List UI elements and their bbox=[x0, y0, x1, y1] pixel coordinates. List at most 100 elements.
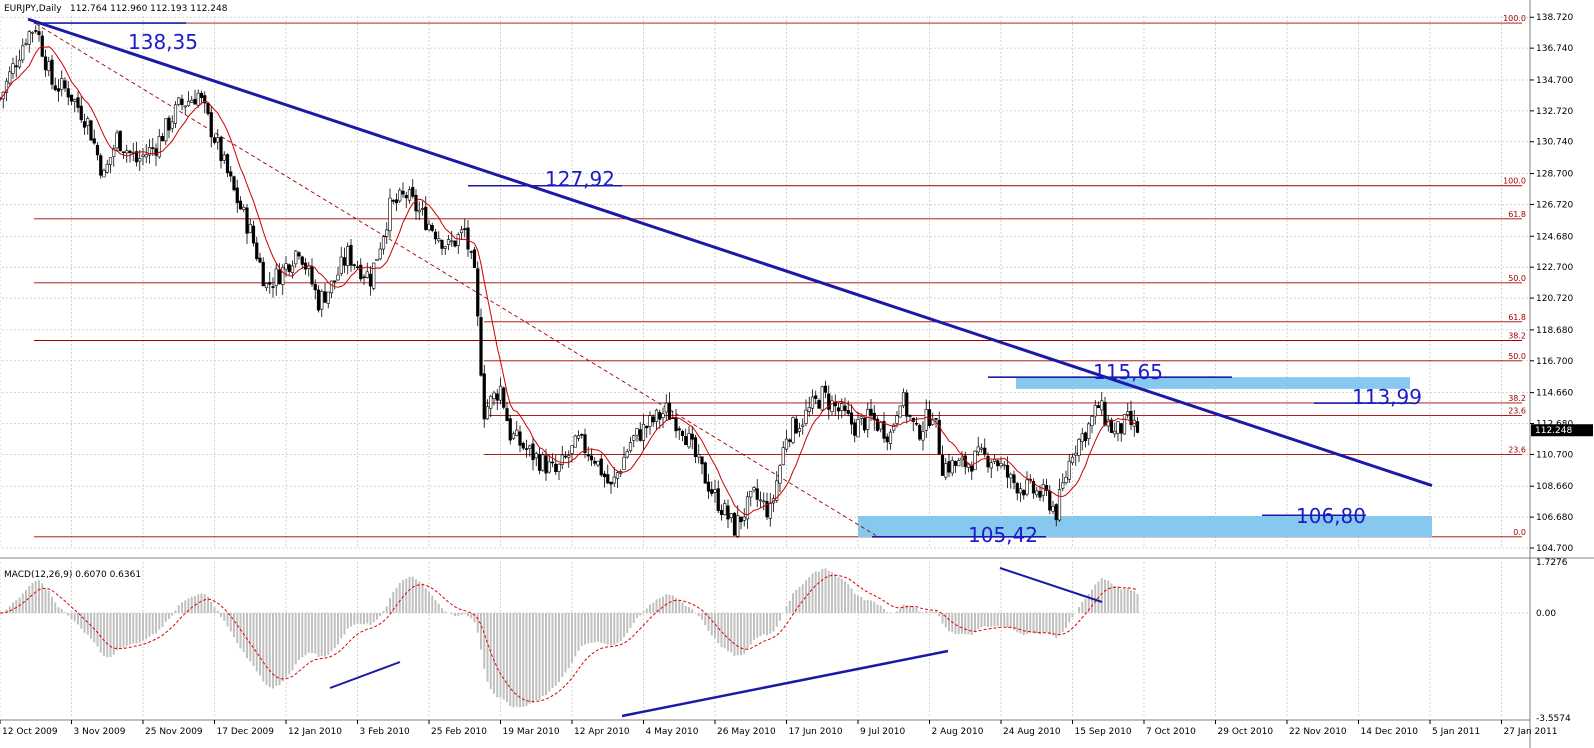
bull-candle bbox=[979, 447, 984, 450]
macd-tick-label: 0.00 bbox=[1536, 609, 1556, 619]
bear-candle bbox=[160, 136, 165, 142]
bull-candle bbox=[775, 480, 779, 501]
bear-candle bbox=[996, 460, 1000, 467]
fib-level-label: 100.0 bbox=[1503, 177, 1526, 186]
bear-candle bbox=[836, 407, 841, 412]
bull-candle bbox=[1126, 411, 1130, 415]
bear-candle bbox=[544, 455, 548, 474]
bear-candle bbox=[658, 412, 662, 420]
bull-candle bbox=[768, 502, 772, 519]
bull-candle bbox=[242, 206, 246, 211]
bear-candle bbox=[583, 434, 587, 454]
bear-candle bbox=[651, 416, 655, 423]
bull-candle bbox=[157, 136, 161, 158]
support-resistance-zones bbox=[858, 377, 1432, 538]
bear-candle bbox=[212, 137, 217, 143]
price-tick-label: 124.680 bbox=[1536, 232, 1573, 242]
bear-candle bbox=[167, 117, 171, 131]
bull-candle bbox=[290, 265, 295, 274]
bear-candle bbox=[1096, 405, 1101, 409]
bull-candle bbox=[1064, 477, 1068, 484]
bull-candle bbox=[661, 413, 665, 419]
bull-candle bbox=[625, 451, 629, 458]
bear-candle bbox=[95, 144, 100, 156]
moving-average-line bbox=[0, 46, 1138, 516]
bull-candle bbox=[1067, 460, 1071, 480]
bull-candle bbox=[1070, 456, 1075, 464]
bull-candle bbox=[60, 78, 64, 90]
bull-candle bbox=[170, 121, 174, 129]
bear-candle bbox=[599, 458, 603, 476]
bull-candle bbox=[615, 472, 620, 479]
bear-candle bbox=[833, 402, 837, 407]
bear-candle bbox=[817, 400, 821, 409]
bear-candle bbox=[1038, 491, 1042, 498]
bear-candle bbox=[716, 488, 720, 511]
bull-candle bbox=[547, 461, 551, 473]
bull-candle bbox=[1077, 439, 1081, 456]
bull-candle bbox=[758, 499, 763, 502]
fib-level-label: 61.8 bbox=[1508, 313, 1526, 322]
bear-candle bbox=[726, 505, 730, 520]
bull-candle bbox=[810, 396, 815, 409]
bull-candle bbox=[138, 158, 142, 162]
bear-candle bbox=[1083, 432, 1088, 441]
bull-candle bbox=[989, 462, 993, 469]
bear-candle bbox=[118, 130, 122, 152]
bear-candle bbox=[1031, 481, 1036, 494]
bull-candle bbox=[973, 450, 977, 471]
bear-candle bbox=[755, 488, 759, 500]
bear-candle bbox=[219, 136, 223, 162]
bull-candle bbox=[489, 395, 493, 409]
bear-candle bbox=[362, 276, 366, 279]
bull-candle bbox=[173, 104, 178, 124]
bull-candle bbox=[320, 291, 324, 310]
price-tick-label: 136.740 bbox=[1536, 44, 1573, 54]
bull-candle bbox=[992, 459, 997, 462]
bull-candle bbox=[781, 447, 785, 466]
bull-candle bbox=[840, 403, 844, 411]
fib-level-label: 50.0 bbox=[1508, 274, 1526, 283]
bull-candle bbox=[632, 435, 636, 441]
key-level-label: 127,92 bbox=[545, 167, 615, 191]
bull-candle bbox=[950, 460, 954, 474]
bear-candle bbox=[1054, 504, 1058, 521]
bear-candle bbox=[667, 402, 672, 421]
bear-candle bbox=[1044, 485, 1049, 491]
time-tick-label: 17 Jun 2010 bbox=[789, 727, 843, 737]
bull-candle bbox=[1090, 416, 1094, 427]
bull-candle bbox=[596, 460, 600, 466]
time-tick-label: 15 Sep 2010 bbox=[1075, 727, 1132, 737]
bull-candle bbox=[102, 170, 106, 178]
bear-candle bbox=[554, 463, 558, 472]
bull-candle bbox=[4, 80, 9, 93]
candlesticks bbox=[0, 23, 1140, 539]
price-tick-label: 132.720 bbox=[1536, 107, 1573, 117]
bear-candle bbox=[180, 98, 184, 106]
time-tick-label: 19 Mar 2010 bbox=[503, 727, 560, 737]
bear-candle bbox=[79, 105, 83, 121]
bull-candle bbox=[713, 489, 717, 493]
time-tick-label: 17 Dec 2009 bbox=[217, 727, 275, 737]
bear-candle bbox=[368, 273, 373, 287]
price-tick-label: 104.700 bbox=[1536, 544, 1573, 554]
bull-candle bbox=[898, 405, 902, 418]
bear-candle bbox=[466, 227, 470, 250]
bull-candle bbox=[1061, 482, 1065, 489]
bear-candle bbox=[251, 225, 256, 244]
bear-candle bbox=[869, 408, 873, 416]
bull-candle bbox=[570, 445, 574, 454]
bull-candle bbox=[1041, 484, 1045, 496]
bear-candle bbox=[732, 512, 737, 536]
bull-candle bbox=[27, 31, 31, 45]
time-tick-label: 24 Aug 2010 bbox=[1003, 727, 1061, 737]
bull-candle bbox=[924, 409, 928, 431]
bull-candle bbox=[895, 415, 899, 424]
bull-candle bbox=[1051, 505, 1055, 512]
bear-candle bbox=[310, 266, 314, 285]
bear-candle bbox=[433, 231, 438, 240]
bear-candle bbox=[1129, 410, 1133, 425]
bull-candle bbox=[164, 118, 168, 142]
bear-candle bbox=[953, 460, 958, 466]
